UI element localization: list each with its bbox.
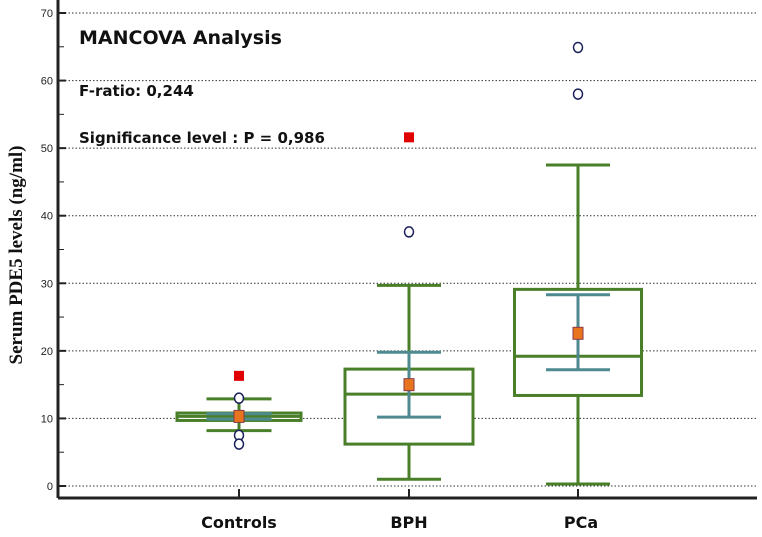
x-tick-label: BPH xyxy=(390,513,427,532)
outlier-point xyxy=(572,88,584,100)
f-ratio-annotation: F-ratio: 0,244 xyxy=(79,82,194,100)
y-tick-label: 30 xyxy=(41,278,53,290)
chart-title: MANCOVA Analysis xyxy=(79,27,282,49)
outlier-point xyxy=(233,392,245,404)
x-tick-label: Controls xyxy=(201,513,277,532)
outlier-point xyxy=(572,41,584,54)
outlier-point xyxy=(403,226,415,238)
y-tick-label: 50 xyxy=(41,143,53,155)
far-outlier-point xyxy=(404,132,414,143)
y-tick-label: 60 xyxy=(41,76,53,88)
y-tick-label: 20 xyxy=(41,346,53,358)
y-axis-label: Serum PDE5 levels (ng/ml) xyxy=(6,145,27,364)
significance-annotation: Significance level : P = 0,986 xyxy=(79,129,325,147)
x-tick-label: PCa xyxy=(564,513,598,532)
y-tick-label: 40 xyxy=(41,211,53,223)
far-outlier-point xyxy=(234,370,244,381)
y-tick-label: 0 xyxy=(47,481,53,493)
outlier-point xyxy=(233,438,245,450)
mean-marker xyxy=(572,326,584,340)
y-tick-label: 70 xyxy=(41,8,53,20)
mean-marker xyxy=(233,409,245,423)
mean-marker xyxy=(403,378,415,392)
y-tick-label: 10 xyxy=(41,413,53,425)
